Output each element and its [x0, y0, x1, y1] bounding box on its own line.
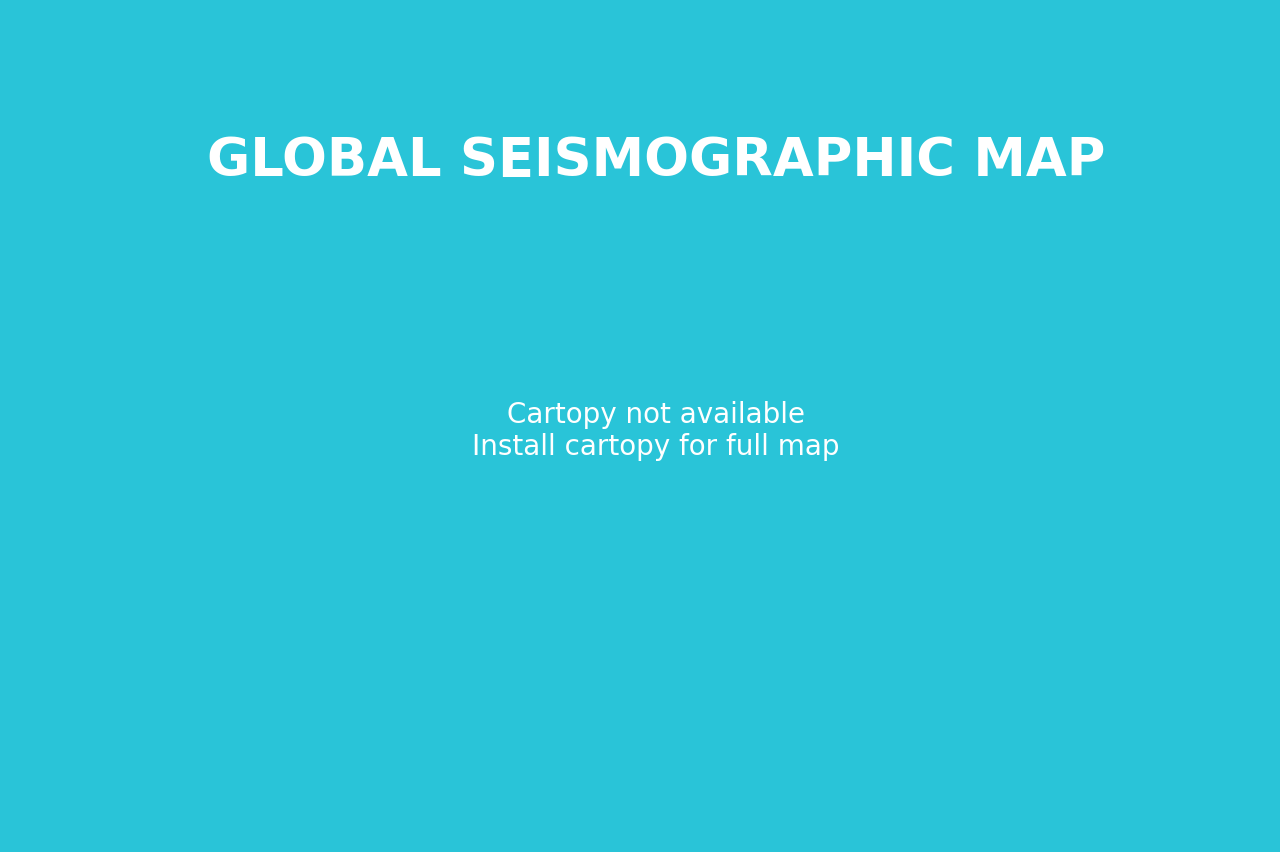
- Text: GLOBAL SEISMOGRAPHIC MAP: GLOBAL SEISMOGRAPHIC MAP: [207, 135, 1105, 187]
- Text: Cartopy not available
Install cartopy for full map: Cartopy not available Install cartopy fo…: [472, 400, 840, 460]
